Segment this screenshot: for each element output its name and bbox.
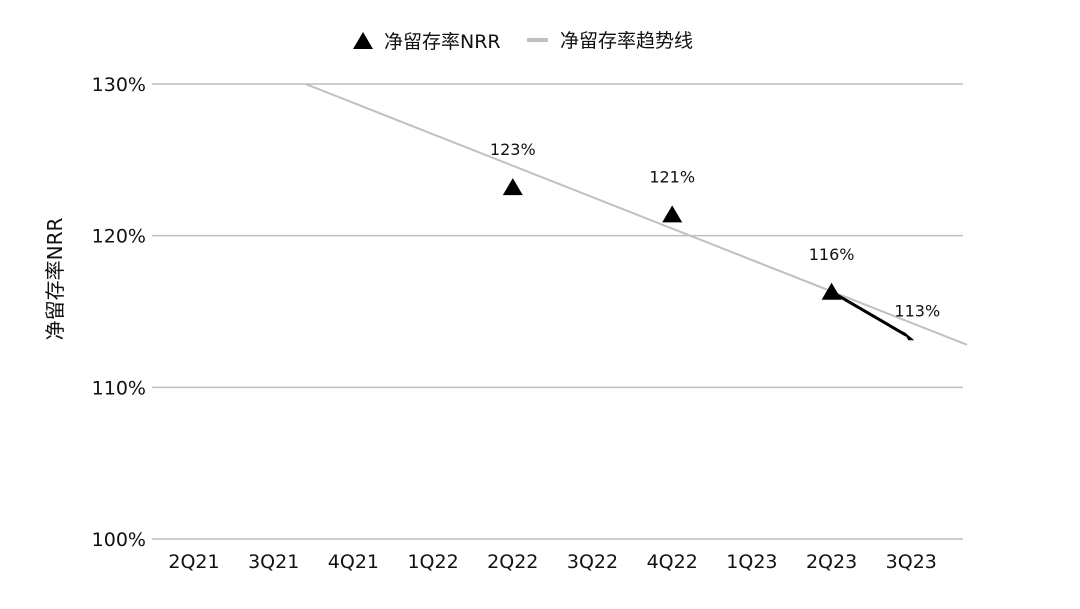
x-tick-label: 2Q21 xyxy=(168,551,219,573)
y-tick-label: 100% xyxy=(92,529,146,551)
x-tick-label: 2Q23 xyxy=(806,551,857,573)
y-tick-label: 120% xyxy=(92,226,146,248)
grid xyxy=(152,83,963,540)
data-label: 123% xyxy=(490,140,536,159)
x-axis-ticks: 2Q21 3Q21 4Q21 1Q22 2Q22 3Q22 4Q22 1Q23 2Q23 3Q23 xyxy=(168,551,937,573)
y-axis-title: 净留存率NRR xyxy=(43,218,67,341)
y-axis-ticks: 100% 110% 120% 130% xyxy=(92,74,146,551)
x-tick-label: 1Q23 xyxy=(726,551,777,573)
x-tick-label: 3Q21 xyxy=(248,551,299,573)
nrr-arrow-head xyxy=(903,331,915,341)
nrr-point xyxy=(662,205,683,223)
data-label: 121% xyxy=(649,167,695,186)
x-tick-label: 4Q21 xyxy=(328,551,379,573)
y-tick-label: 110% xyxy=(92,377,146,399)
y-tick-label: 130% xyxy=(92,74,146,96)
x-tick-label: 2Q22 xyxy=(487,551,538,573)
x-tick-label: 3Q23 xyxy=(886,551,937,573)
nrr-arrow-line xyxy=(830,290,908,337)
data-label: 116% xyxy=(809,245,855,264)
trend-line xyxy=(305,83,968,346)
data-label: 113% xyxy=(894,301,940,320)
legend-label-trend: 净留存率趋势线 xyxy=(560,30,693,52)
legend-label-nrr: 净留存率NRR xyxy=(384,31,501,53)
x-tick-label: 1Q22 xyxy=(407,551,458,573)
legend-marker-nrr xyxy=(353,32,373,49)
nrr-point xyxy=(502,178,523,196)
trend-line-layer xyxy=(305,83,968,346)
legend: 净留存率NRR 净留存率趋势线 xyxy=(353,30,693,53)
x-tick-label: 3Q22 xyxy=(567,551,618,573)
x-tick-label: 4Q22 xyxy=(647,551,698,573)
marker-layer xyxy=(502,178,915,341)
data-label-layer: 123% 121% 116% 113% xyxy=(490,140,940,320)
